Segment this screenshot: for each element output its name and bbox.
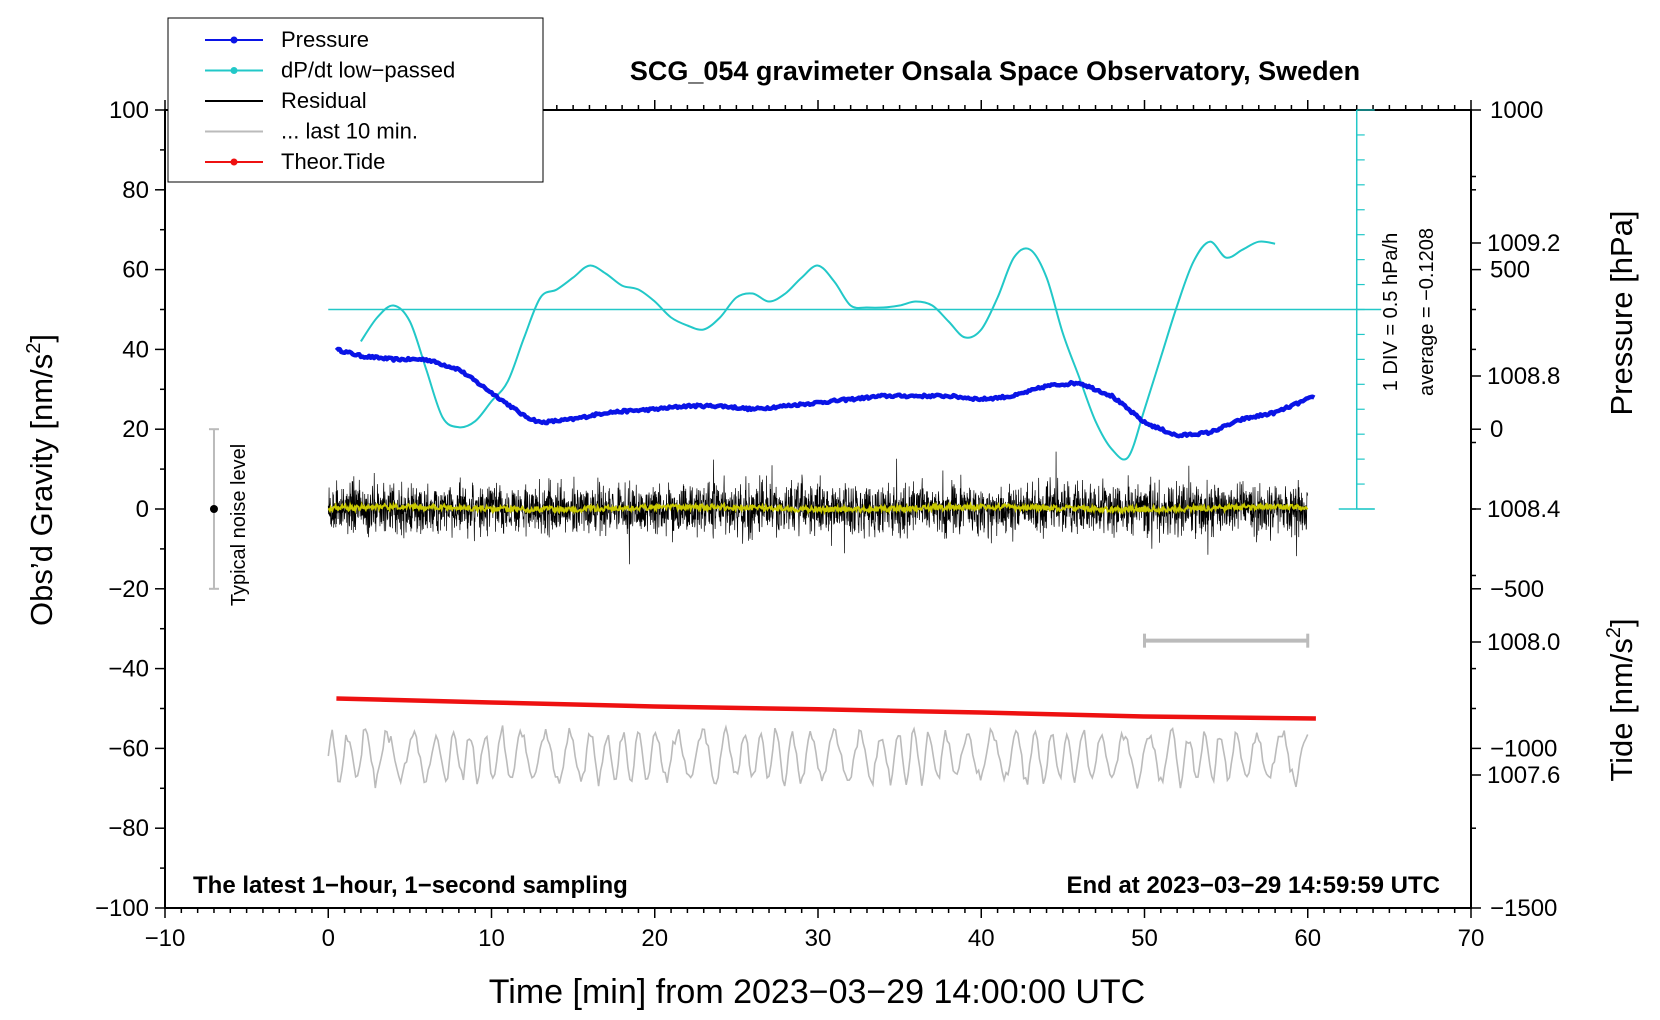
tide-tick-label: −1500 bbox=[1490, 895, 1557, 922]
tide-tick-label: −500 bbox=[1490, 576, 1544, 603]
y-axis-label-left: Obs’d Gravity [nm/s2] bbox=[23, 334, 59, 626]
x-tick-label: 30 bbox=[805, 925, 832, 952]
tide-tick-label: −1000 bbox=[1490, 735, 1557, 762]
x-tick-label: 70 bbox=[1458, 925, 1485, 952]
y-tick-label: 20 bbox=[122, 416, 149, 443]
noise-level-label: Typical noise level bbox=[228, 444, 250, 606]
average-label: average = −0.1208 bbox=[1416, 228, 1438, 396]
x-tick-label: 60 bbox=[1294, 925, 1321, 952]
legend-label: ... last 10 min. bbox=[281, 119, 418, 144]
y-tick-label: −40 bbox=[108, 656, 149, 683]
legend: Pressure dP/dt low−passed Residual ... last… bbox=[167, 17, 544, 183]
legend-label: Pressure bbox=[281, 27, 369, 52]
x-tick-label: −10 bbox=[145, 925, 186, 952]
pressure-tick-label: 1007.6 bbox=[1487, 762, 1560, 789]
pressure-tick-label: 1009.2 bbox=[1487, 230, 1560, 257]
pressure-tick-label: 1008.8 bbox=[1487, 363, 1560, 390]
y-axis-label-tide-sup: 2 bbox=[1603, 627, 1625, 638]
tide-tick-label: 500 bbox=[1490, 257, 1530, 284]
pressure-tick-label: 1008.4 bbox=[1487, 496, 1560, 523]
tide-tick-label: 1000 bbox=[1490, 97, 1543, 124]
axis-ticks: −10 0 10 20 30 40 50 60 70100806040200−20−40−60−… bbox=[95, 97, 1560, 952]
x-tick-label: 20 bbox=[641, 925, 668, 952]
scale-bar-label: 1 DIV = 0.5 hPa/h bbox=[1380, 233, 1402, 391]
last-10-min-line bbox=[327, 724, 1309, 789]
legend-marker bbox=[230, 36, 238, 44]
residual-smoothed-line bbox=[327, 500, 1309, 516]
pressure-line bbox=[334, 346, 1316, 439]
bottom-left-note: The latest 1−hour, 1−second sampling bbox=[193, 872, 628, 899]
x-tick-label: 50 bbox=[1131, 925, 1158, 952]
noise-level-dot bbox=[209, 505, 218, 513]
legend-label: Theor.Tide bbox=[281, 149, 385, 174]
y-tick-label: 60 bbox=[122, 257, 149, 284]
bottom-right-note: End at 2023−03−29 14:59:59 UTC bbox=[1066, 872, 1440, 899]
x-tick-label: 40 bbox=[968, 925, 995, 952]
y-tick-label: 0 bbox=[136, 496, 149, 523]
y-axis-label-tide: Tide [nm/s2] bbox=[1603, 618, 1639, 781]
y-axis-label-left-sup: 2 bbox=[23, 343, 45, 354]
y-tick-label: 100 bbox=[109, 97, 149, 124]
y-axis-label-tide-main: Tide [nm/s bbox=[1604, 638, 1639, 782]
y-axis-label-tide-end: ] bbox=[1604, 618, 1639, 627]
tide-line bbox=[336, 696, 1316, 721]
legend-marker bbox=[230, 67, 238, 74]
chart-title: SCG_054 gravimeter Onsala Space Observat… bbox=[630, 56, 1360, 86]
pressure-tick-label: 1008.0 bbox=[1487, 629, 1560, 656]
data-series bbox=[208, 109, 1382, 789]
y-tick-label: −100 bbox=[95, 895, 149, 922]
y-tick-label: 80 bbox=[122, 177, 149, 204]
legend-label: dP/dt low−passed bbox=[281, 58, 455, 83]
tide-tick-label: 0 bbox=[1490, 416, 1503, 443]
legend-label: Residual bbox=[281, 88, 367, 113]
x-tick-label: 0 bbox=[322, 925, 335, 952]
y-axis-label-left-main: Obs’d Gravity [nm/s bbox=[24, 354, 59, 626]
residual-line bbox=[327, 451, 1309, 565]
y-tick-label: −80 bbox=[108, 815, 149, 842]
y-axis-label-left-end: ] bbox=[24, 334, 59, 343]
x-tick-label: 10 bbox=[478, 925, 505, 952]
x-axis-label: Time [min] from 2023−03−29 14:00:00 UTC bbox=[489, 973, 1145, 1011]
y-tick-label: 40 bbox=[122, 336, 149, 363]
legend-marker bbox=[230, 158, 238, 166]
y-tick-label: −60 bbox=[108, 735, 149, 762]
dpdt-line bbox=[360, 240, 1276, 461]
y-tick-label: −20 bbox=[108, 576, 149, 603]
y-axis-label-pressure: Pressure [hPa] bbox=[1604, 210, 1639, 415]
